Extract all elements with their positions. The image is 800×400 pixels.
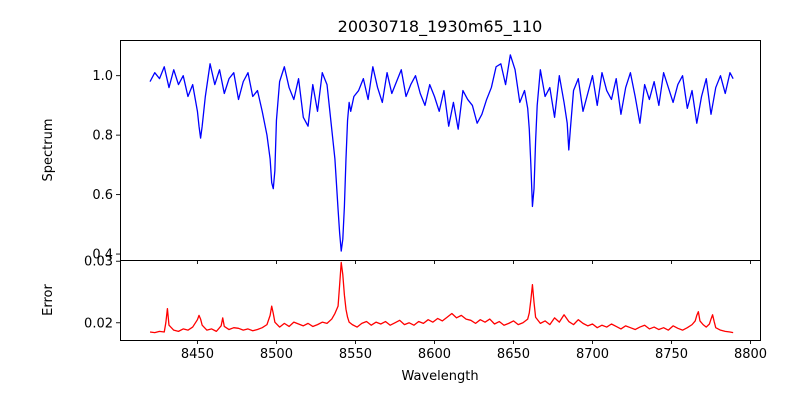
x-tick-label-2: 8550 — [339, 347, 372, 362]
error-series-line-0 — [149, 261, 734, 334]
spectrum-y-tick-label-3: 1.0 — [92, 69, 113, 84]
x-tick-label-3: 8600 — [418, 347, 451, 362]
spectrum-y-tick-label-1: 0.6 — [92, 188, 113, 203]
chart-title: 20030718_1930m65_110 — [338, 17, 543, 37]
error-series-layer — [149, 261, 734, 334]
x-tick-label-6: 8750 — [655, 347, 688, 362]
spectrum-y-tick-label-0: 0.4 — [92, 248, 113, 263]
error-plot-frame — [120, 260, 761, 341]
error-y-axis-ticks: 0.02 0.03 — [84, 255, 120, 331]
spectrum-series-layer — [149, 54, 734, 252]
x-tick-label-1: 8500 — [260, 347, 293, 362]
error-x-axis-ticks: 8450 8500 8550 8600 8650 8700 8750 8800 — [181, 340, 767, 362]
x-tick-label-7: 8800 — [734, 347, 767, 362]
error-y-tick-label-0: 0.02 — [84, 316, 113, 331]
x-tick-label-4: 8650 — [497, 347, 530, 362]
spectrum-series-line-0 — [149, 54, 734, 252]
x-tick-label-0: 8450 — [181, 347, 214, 362]
error-y-axis-label: Error — [41, 284, 56, 316]
spectrum-y-tick-label-2: 0.8 — [92, 129, 113, 144]
x-axis-label: Wavelength — [401, 369, 478, 384]
x-tick-label-5: 8700 — [576, 347, 609, 362]
error-panel: 0.02 0.03 8450 8500 8550 8600 8650 8700 8750 880… — [41, 255, 767, 384]
spectrum-y-axis-label: Spectrum — [41, 119, 56, 182]
error-y-tick-label-1: 0.03 — [84, 255, 113, 270]
spectrum-panel: 0.4 0.6 0.8 1.0 Spectrum — [41, 40, 761, 264]
spectrum-y-axis-ticks: 0.4 0.6 0.8 1.0 — [92, 69, 120, 263]
